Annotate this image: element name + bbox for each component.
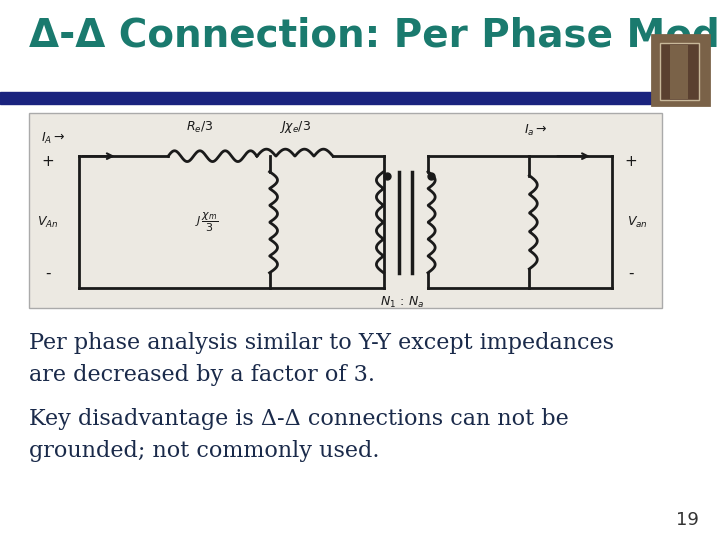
Text: +: + bbox=[624, 154, 637, 170]
Text: Key disadvantage is Δ-Δ connections can not be: Key disadvantage is Δ-Δ connections can … bbox=[29, 408, 569, 430]
Text: $R_e/3$: $R_e/3$ bbox=[186, 119, 214, 134]
Text: $V_{An}$: $V_{An}$ bbox=[37, 215, 58, 230]
Text: Per phase analysis similar to Y-Y except impedances: Per phase analysis similar to Y-Y except… bbox=[29, 332, 613, 354]
Text: 19: 19 bbox=[675, 511, 698, 529]
Text: $J\chi_e/3$: $J\chi_e/3$ bbox=[279, 119, 311, 135]
Text: are decreased by a factor of 3.: are decreased by a factor of 3. bbox=[29, 364, 375, 387]
Text: $I_A \rightarrow$: $I_A \rightarrow$ bbox=[42, 131, 66, 146]
Text: $J\,\dfrac{\chi_m}{3}$: $J\,\dfrac{\chi_m}{3}$ bbox=[194, 211, 218, 234]
Text: Δ-Δ Connection: Per Phase Model: Δ-Δ Connection: Per Phase Model bbox=[29, 16, 720, 54]
Text: -: - bbox=[45, 265, 50, 280]
Bar bbox=[29, 113, 662, 308]
Text: +: + bbox=[42, 154, 54, 170]
Text: $I_a \rightarrow$: $I_a \rightarrow$ bbox=[524, 123, 547, 138]
Bar bbox=[670, 45, 688, 99]
Text: grounded; not commonly used.: grounded; not commonly used. bbox=[29, 440, 379, 462]
Bar bbox=[660, 43, 699, 100]
Text: -: - bbox=[628, 265, 634, 280]
Text: $V_{an}$: $V_{an}$ bbox=[626, 215, 647, 230]
Bar bbox=[652, 35, 709, 105]
Bar bbox=[0, 92, 655, 104]
Text: $N_1 \,:\, N_a$: $N_1 \,:\, N_a$ bbox=[380, 294, 425, 309]
